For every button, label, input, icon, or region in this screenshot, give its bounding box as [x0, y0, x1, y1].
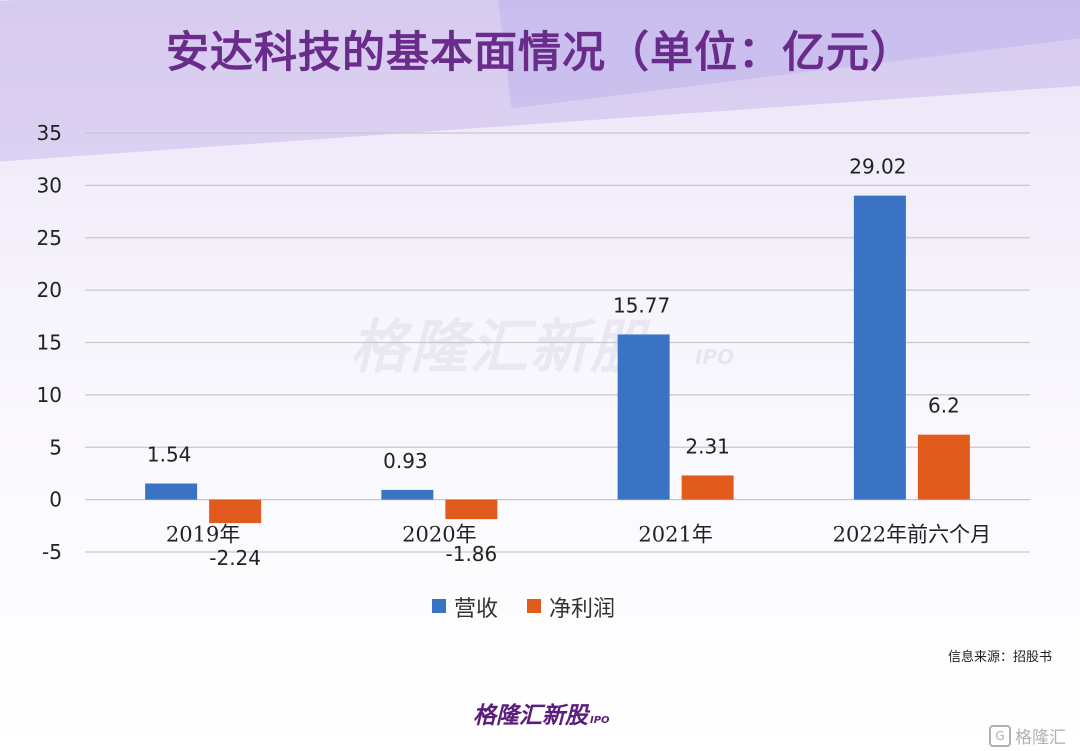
footer-logo: 格隆汇新股 IPO — [473, 696, 610, 730]
legend: 营收 净利润 — [432, 597, 615, 622]
bar-revenue — [145, 483, 198, 500]
corner-logo-icon: G — [989, 724, 1011, 747]
data-label: -1.86 — [446, 542, 498, 566]
chart-title: 安达科技的基本面情况（单位：亿元） — [166, 28, 914, 78]
data-label: 0.93 — [383, 449, 428, 473]
x-tick-label: 2022年前六个月 — [833, 523, 991, 547]
bar-profit — [917, 434, 970, 500]
y-axis-ticks: -5 0 5 10 15 20 25 30 35 — [37, 121, 62, 564]
y-tick-label: -5 — [42, 540, 62, 564]
data-label: 1.54 — [147, 442, 192, 466]
legend-label-revenue: 营收 — [454, 597, 498, 622]
data-label: 29.02 — [849, 155, 906, 179]
data-labels: 1.54 -2.24 0.93 -1.86 15.77 2.31 29.02 6.2 — [147, 155, 960, 570]
corner-logo-text: 格隆汇 — [1015, 728, 1066, 748]
y-tick-label: 5 — [49, 435, 62, 459]
data-label: -2.24 — [209, 546, 261, 570]
legend-swatch-profit — [527, 599, 541, 613]
bar-profit — [681, 475, 734, 500]
data-label: 15.77 — [613, 293, 670, 317]
watermark-text: 格隆汇新股 — [350, 313, 651, 381]
bar-revenue — [617, 334, 670, 500]
legend-swatch-revenue — [432, 599, 446, 613]
footer-logo-text: 格隆汇新股 — [473, 703, 588, 729]
x-tick-label: 2021年 — [638, 523, 712, 547]
data-label: 6.2 — [928, 394, 960, 418]
data-label: 2.31 — [685, 434, 730, 458]
bar-revenue — [381, 489, 434, 500]
x-tick-label: 2020年 — [402, 523, 476, 547]
y-tick-label: 35 — [37, 121, 62, 145]
legend-label-profit: 净利润 — [549, 597, 615, 622]
bar-profit — [209, 499, 262, 524]
footer-logo-ipo: IPO — [590, 715, 610, 726]
x-axis-ticks: 2019年 2020年 2021年 2022年前六个月 — [166, 523, 991, 547]
y-tick-label: 10 — [37, 383, 62, 407]
x-tick-label: 2019年 — [166, 523, 240, 547]
watermark-ipo-text: IPO — [695, 345, 735, 369]
y-tick-label: 15 — [37, 331, 62, 355]
y-tick-label: 25 — [37, 226, 62, 250]
bars — [145, 195, 970, 524]
source-note: 信息来源：招股书 — [947, 650, 1052, 665]
bar-profit — [445, 499, 498, 520]
bar-revenue — [853, 195, 906, 500]
y-tick-label: 20 — [37, 278, 62, 302]
corner-logo: G 格隆汇 — [989, 723, 1066, 748]
y-tick-label: 0 — [49, 488, 62, 512]
y-tick-label: 30 — [37, 173, 62, 197]
